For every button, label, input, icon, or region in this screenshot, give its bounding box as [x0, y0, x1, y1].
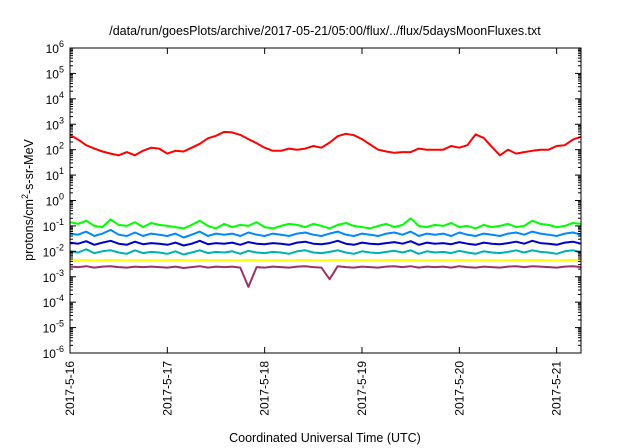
y-axis-label-main: protons/cm — [22, 199, 36, 261]
series-line-5 — [69, 248, 582, 256]
y-tick-label: 105 — [46, 64, 64, 81]
series-line-7 — [69, 265, 582, 288]
series-line-3 — [69, 228, 582, 239]
series-line-1 — [69, 130, 582, 157]
y-tick-label: 104 — [46, 90, 64, 107]
y-tick-label: 106 — [46, 39, 64, 56]
x-tick-label: 2017-5-19 — [355, 361, 369, 416]
y-axis: 10-6 10-5 10-4 10-3 10-2 10-1 100 101 102 103 104 1… — [43, 39, 581, 361]
x-tick-label: 2017-5-20 — [452, 361, 466, 416]
y-axis-label-rest: -s-sr-MeV — [22, 138, 36, 194]
x-tick-label: 2017-5-16 — [63, 361, 77, 416]
y-tick-label: 10-3 — [43, 268, 64, 285]
y-tick-label: 10-2 — [43, 242, 64, 259]
y-tick-label: 10-6 — [43, 344, 64, 361]
x-axis: 2017-5-16 2017-5-17 2017-5-18 2017-5-19 2017… — [63, 48, 564, 416]
plot-frame — [69, 47, 582, 354]
y-tick-label: 103 — [46, 115, 64, 132]
y-tick-label: 102 — [46, 141, 64, 158]
series-line-2 — [69, 217, 582, 230]
chart-title: /data/run/goesPlots/archive/2017-05-21/0… — [109, 24, 541, 38]
y-axis-label: protons/cm2-s-sr-MeV — [20, 138, 36, 260]
y-tick-label: 10-1 — [43, 217, 64, 234]
x-tick-label: 2017-5-18 — [258, 361, 272, 416]
series-layer — [69, 130, 582, 288]
y-tick-label: 101 — [46, 166, 64, 183]
y-tick-label: 10-4 — [43, 293, 64, 310]
y-tick-label: 10-5 — [43, 319, 64, 336]
x-axis-label: Coordinated Universal Time (UTC) — [229, 431, 421, 445]
y-axis-label-sup: 2 — [20, 194, 30, 199]
x-tick-label: 2017-5-21 — [550, 361, 564, 416]
series-line-4 — [69, 239, 582, 247]
series-line-6 — [70, 258, 582, 262]
y-tick-label: 100 — [46, 192, 64, 209]
x-tick-label: 2017-5-17 — [160, 361, 174, 416]
